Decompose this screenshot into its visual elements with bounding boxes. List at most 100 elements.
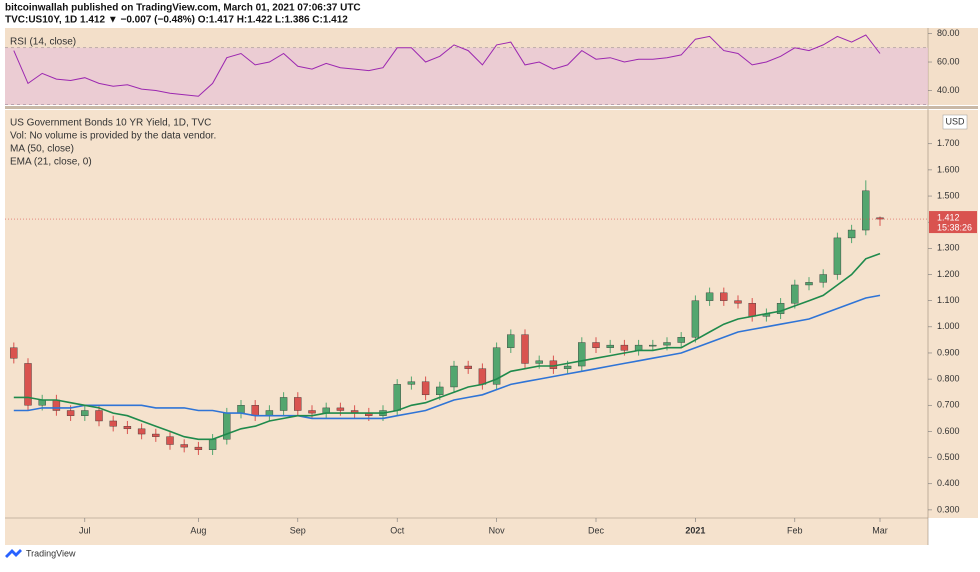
candle-body [407, 381, 416, 385]
candle-body [791, 284, 799, 304]
candle-body [535, 360, 543, 364]
candle-body [123, 426, 132, 430]
candle-body [677, 337, 685, 343]
candle-body [492, 347, 501, 385]
candle-body [819, 274, 827, 283]
indicator-line [13, 252, 881, 441]
candle-body [478, 368, 487, 385]
candle-body [81, 410, 89, 416]
candle-body [592, 342, 600, 348]
y-tick-label: 1.300 [937, 243, 960, 253]
countdown: 15:38:26 [937, 222, 972, 232]
rsi-axis [928, 28, 978, 105]
y-tick-label: 1.500 [937, 190, 960, 200]
candle-body [833, 237, 842, 275]
rsi-band [5, 47, 928, 105]
candle-body [436, 386, 444, 396]
x-tick-label: Oct [390, 525, 405, 535]
y-tick-label: 0.300 [937, 504, 960, 514]
rsi-line [13, 34, 881, 97]
unit-label: USD [945, 116, 965, 126]
candle-body [10, 347, 18, 359]
candle-body [649, 344, 657, 347]
candle-body [847, 229, 856, 239]
brand: TradingView [5, 548, 76, 558]
x-tick-label: Mar [872, 525, 888, 535]
candle-body [251, 405, 259, 416]
candle-body [52, 399, 61, 411]
y-tick-label: 0.600 [937, 426, 960, 436]
candle-body [450, 365, 458, 388]
x-tick-label: Aug [190, 525, 206, 535]
last-price-label: 1.412 [937, 212, 960, 222]
candle-body [208, 439, 217, 450]
candle-body [464, 365, 472, 369]
x-tick-label: Feb [787, 525, 803, 535]
unit-box [942, 114, 968, 130]
brand-name: TradingView [26, 548, 76, 558]
y-tick-label: 1.000 [937, 321, 960, 331]
candle-body [521, 334, 529, 364]
x-tick-label: Nov [489, 525, 506, 535]
candle-body [24, 363, 32, 406]
candle-body [805, 282, 813, 286]
candle-body [137, 428, 146, 435]
y-tick-label: 0.400 [937, 478, 960, 488]
x-tick-label: Jul [79, 525, 91, 535]
y-tick-label: 1.700 [937, 138, 960, 148]
candle-body [336, 407, 345, 411]
note: Vol: No volume is provided by the data v… [10, 131, 216, 142]
candle-body [705, 292, 714, 301]
candle-body [308, 410, 316, 414]
candle-body [152, 433, 160, 437]
y-tick-label: 1.600 [937, 164, 960, 174]
candle-body [634, 344, 643, 351]
y-tick-label: 80.00 [937, 28, 960, 38]
candle-body [663, 342, 671, 346]
x-tick-label: Sep [290, 525, 306, 535]
candle-body [237, 405, 245, 414]
candle-body [95, 410, 103, 422]
y-tick-label: 1.200 [937, 269, 960, 279]
candle-body [776, 303, 785, 314]
y-tick-label: 60.00 [937, 56, 960, 66]
candle-body [578, 342, 586, 367]
candle-body [180, 444, 188, 448]
price-pane [5, 110, 928, 518]
price-axis [928, 110, 978, 518]
time-axis [5, 518, 928, 545]
y-tick-label: 0.800 [937, 373, 960, 383]
last-price-box [929, 211, 977, 234]
candle-body [862, 190, 870, 231]
candle-body [279, 397, 288, 411]
y-tick-label: 1.100 [937, 295, 960, 305]
publisher: bitcoinwallah published on TradingView.c… [5, 3, 361, 14]
candle-body [734, 300, 742, 304]
indicator-line [13, 294, 881, 420]
candle-body [691, 300, 700, 338]
candle-body [38, 399, 46, 406]
candle-body [294, 397, 302, 411]
x-tick-label: Dec [588, 525, 605, 535]
candle-body [66, 410, 75, 416]
note: EMA (21, close, 0) [10, 157, 92, 168]
x-tick-label: 2021 [685, 525, 705, 535]
note: MA (50, close) [10, 144, 74, 155]
y-tick-label: 0.700 [937, 400, 960, 410]
candle-body [109, 420, 117, 427]
candle-body [563, 365, 572, 369]
y-tick-label: 0.900 [937, 347, 960, 357]
rsi-title: RSI (14, close) [10, 37, 76, 48]
symbol-line: TVC:US10Y, 1D 1.412 ▼ −0.007 (−0.48%) O:… [5, 15, 348, 26]
candle-body [620, 344, 629, 351]
candle-body [748, 303, 756, 317]
candle-body [194, 446, 203, 450]
y-tick-label: 40.00 [937, 85, 960, 95]
chart-title: US Government Bonds 10 YR Yield, 1D, TVC [10, 118, 211, 129]
candle-body [507, 334, 515, 348]
candle-body [421, 381, 430, 396]
candle-body [166, 436, 174, 445]
candle-body [876, 217, 884, 220]
y-tick-label: 0.500 [937, 452, 960, 462]
